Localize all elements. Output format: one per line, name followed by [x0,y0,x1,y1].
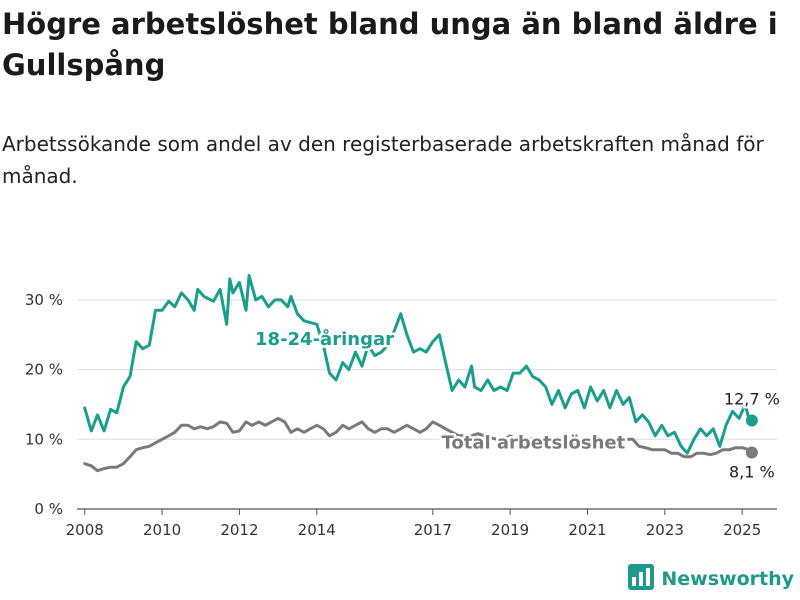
brand-name: Newsworthy [661,568,794,590]
x-tick-label: 2019 [491,521,529,539]
youth-series-end-marker [745,414,758,427]
y-tick-label: 20 % [25,361,63,379]
x-tick-label: 2012 [220,521,258,539]
chart-subtitle: Arbetssökande som andel av den registerb… [2,132,764,188]
x-tick-label: 2008 [66,521,104,539]
x-tick-label: 2021 [568,521,606,539]
x-tick-label: 2014 [298,521,336,539]
bar-chart-logo-icon [628,564,655,594]
total-series-line [83,416,754,473]
youth-end-value: 12,7 % [724,389,780,408]
y-tick-label: 10 % [25,430,63,448]
total-series-label: Total arbetslöshet [441,432,625,453]
y-tick-label: 30 % [25,291,63,309]
series-lines [83,274,758,473]
total-end-value: 8,1 % [729,463,775,482]
page-title: Högre arbetslöshet bland unga än bland ä… [2,7,778,82]
grid-lines [77,299,777,510]
x-tick-label: 2023 [646,521,684,539]
brand-logo[interactable]: Newsworthy [628,564,794,594]
series-labels: 18-24-åringar Total arbetslöshet 12,7 % 8,1… [253,326,782,484]
youth-series-label: 18-24-åringar [255,328,394,350]
y-tick-label: 0 % [34,500,63,518]
x-tick-label: 2010 [143,521,181,539]
youth-series-line [83,274,754,455]
x-tick-label: 2017 [414,521,452,539]
axes: 0 % 10 % 20 % 30 % 2008 2010 2012 2014 2017 2019 2… [25,291,761,539]
x-tick-label: 2025 [723,521,761,539]
total-series-end-marker [745,446,758,459]
